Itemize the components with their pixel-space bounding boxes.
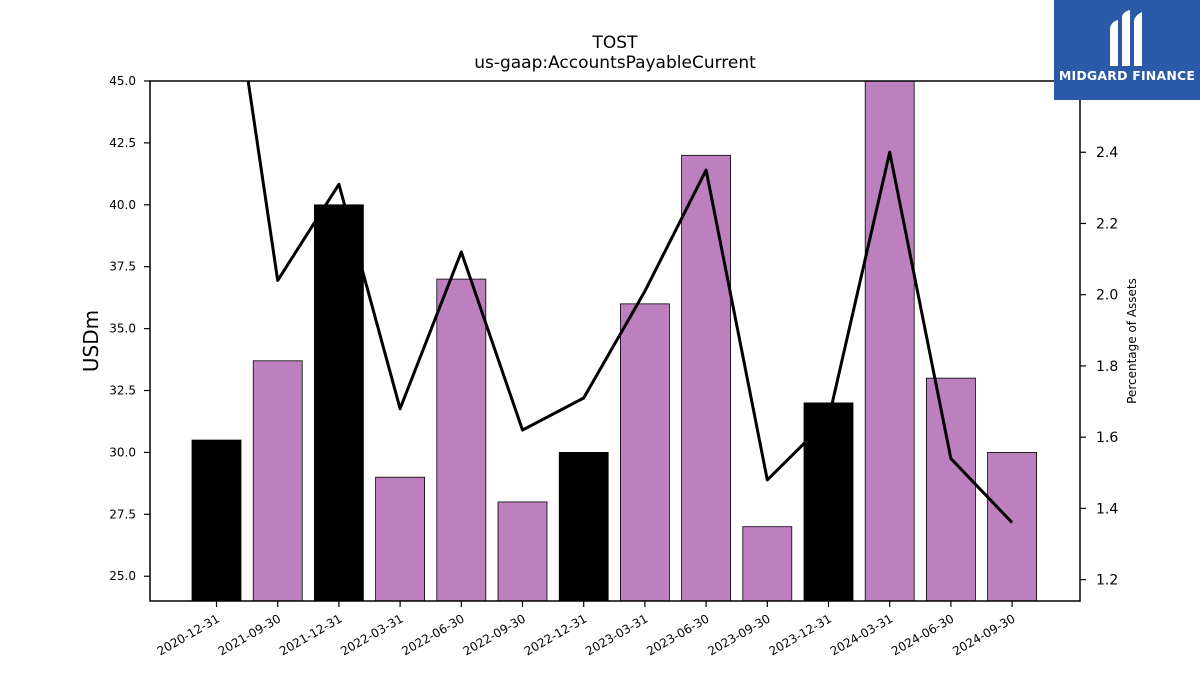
bar-2022-03-31 [375, 476, 426, 602]
y-tick-label: 32.5 [109, 384, 136, 398]
x-tick-label: 2022-12-31 [522, 611, 589, 658]
bars-layer [191, 80, 1037, 602]
y-tick-label: 30.0 [109, 445, 136, 459]
y-tick-label: 40.0 [109, 198, 136, 212]
midgard-m-logo-icon [1110, 10, 1142, 66]
y2-tick-label: 1.4 [1096, 501, 1118, 517]
x-axis: 2020-12-312021-09-302021-12-312022-03-31… [155, 601, 1018, 658]
y-tick-label: 35.0 [109, 322, 136, 336]
bar-2021-09-30 [252, 360, 303, 602]
y2-axis-label: Percentage of Assets [1125, 278, 1139, 404]
y2-tick-label: 1.2 [1096, 573, 1118, 589]
y-tick-label: 45.0 [109, 74, 136, 88]
x-tick-label: 2023-03-31 [583, 611, 650, 658]
y-tick-label: 25.0 [109, 569, 136, 583]
bar-2021-12-31 [313, 204, 364, 602]
bar-2020-12-31 [191, 439, 242, 602]
logo-text: MIDGARD FINANCE [1058, 68, 1196, 83]
x-tick-label: 2022-09-30 [461, 611, 528, 658]
x-tick-label: 2023-06-30 [644, 611, 711, 658]
y-tick-label: 37.5 [109, 260, 136, 274]
y2-tick-label: 1.8 [1096, 359, 1118, 375]
midgard-finance-logo: MIDGARD FINANCE [1054, 0, 1200, 100]
y2-tick-label: 2.0 [1096, 288, 1118, 304]
percentage-of-assets-line [246, 81, 1014, 524]
bar-2022-06-30 [436, 278, 487, 602]
left-axis: 25.0 27.5 30.0 32.5 35.0 37.5 40.0 42.5 45.0 [109, 74, 150, 583]
y-tick-label: 42.5 [109, 136, 136, 150]
bar-2024-03-31 [864, 80, 915, 602]
x-tick-label: 2024-06-30 [889, 611, 956, 658]
x-tick-label: 2021-12-31 [277, 611, 344, 658]
bar-2022-12-31 [558, 452, 609, 602]
x-tick-label: 2024-03-31 [828, 611, 895, 658]
line-layer [246, 81, 1014, 524]
bar-2023-09-30 [742, 526, 793, 602]
x-tick-label: 2022-06-30 [399, 611, 466, 658]
bar-2023-03-31 [620, 303, 670, 602]
plot-frame [149, 80, 1081, 602]
chart-title: TOST [592, 33, 639, 53]
chart-subtitle: us-gaap:AccountsPayableCurrent [474, 53, 756, 73]
x-tick-label: 2020-12-31 [155, 611, 222, 658]
y-axis-label: USDm [79, 310, 103, 372]
y2-tick-label: 2.2 [1096, 216, 1118, 232]
x-tick-label: 2021-09-30 [216, 611, 283, 658]
x-tick-label: 2023-09-30 [705, 611, 772, 658]
bar-2023-12-31 [803, 402, 854, 602]
y-tick-label: 27.5 [109, 507, 136, 521]
bar-2024-09-30 [987, 452, 1037, 602]
x-tick-label: 2022-03-31 [338, 611, 405, 658]
bar-2024-06-30 [926, 377, 976, 602]
x-tick-label: 2023-12-31 [767, 611, 834, 658]
right-axis: 1.2 1.4 1.6 1.8 2.0 2.2 2.4 [1080, 145, 1118, 589]
x-tick-label: 2024-09-30 [950, 611, 1017, 658]
bar-2023-06-30 [681, 154, 731, 602]
y2-tick-label: 2.4 [1096, 145, 1118, 161]
bar-2022-09-30 [497, 501, 548, 602]
y2-tick-label: 1.6 [1096, 430, 1118, 446]
